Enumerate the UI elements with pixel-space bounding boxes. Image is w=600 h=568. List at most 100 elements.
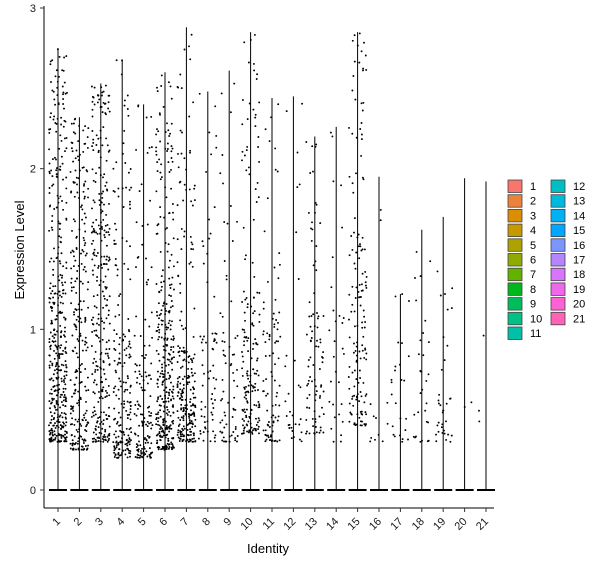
point <box>225 423 228 426</box>
point <box>97 151 100 154</box>
point <box>168 392 171 394</box>
point <box>166 227 168 229</box>
point <box>234 425 237 428</box>
point <box>163 361 166 364</box>
point <box>190 33 193 36</box>
point <box>398 363 401 366</box>
point <box>92 362 95 364</box>
point <box>52 118 55 121</box>
point <box>62 69 65 72</box>
point <box>75 309 78 311</box>
point <box>159 409 162 412</box>
point <box>307 379 310 382</box>
point <box>166 148 169 150</box>
point <box>77 418 80 421</box>
point <box>53 349 55 352</box>
point <box>102 218 105 221</box>
point <box>308 407 311 409</box>
point <box>190 200 193 203</box>
point <box>445 402 448 405</box>
point <box>157 396 160 399</box>
point <box>190 371 193 374</box>
point <box>91 258 94 261</box>
point <box>50 388 53 391</box>
point <box>299 386 302 389</box>
point <box>71 349 74 352</box>
point <box>169 132 172 135</box>
point <box>65 374 68 377</box>
point <box>221 431 224 434</box>
point <box>167 129 170 132</box>
point <box>220 92 223 95</box>
point <box>51 340 54 343</box>
point <box>167 81 170 84</box>
point <box>178 347 181 349</box>
point <box>353 34 356 37</box>
point <box>112 167 115 170</box>
point <box>162 429 164 432</box>
point <box>59 262 62 265</box>
point <box>348 175 351 178</box>
point <box>75 236 78 239</box>
point <box>161 436 164 438</box>
point <box>65 397 67 400</box>
point <box>298 423 301 426</box>
point <box>186 428 189 431</box>
point <box>163 389 166 392</box>
point <box>126 447 129 450</box>
point <box>71 229 73 232</box>
point <box>142 454 145 457</box>
point <box>358 296 360 299</box>
point <box>421 439 423 442</box>
point <box>292 436 295 439</box>
point <box>329 380 332 383</box>
point <box>364 321 367 323</box>
point <box>78 382 81 385</box>
point <box>163 301 166 304</box>
point <box>181 131 183 134</box>
point <box>108 202 110 205</box>
point <box>191 361 194 364</box>
point <box>139 405 142 408</box>
point <box>243 419 246 422</box>
point <box>64 360 67 363</box>
point <box>184 327 187 330</box>
point <box>236 440 238 443</box>
point <box>115 446 118 449</box>
point <box>87 127 90 130</box>
point <box>181 378 184 381</box>
point <box>102 411 105 414</box>
point <box>51 364 54 367</box>
point <box>95 360 97 363</box>
point <box>264 341 267 344</box>
point <box>254 188 257 191</box>
point <box>314 426 317 428</box>
point <box>104 396 107 399</box>
point <box>269 438 272 441</box>
point <box>77 320 80 323</box>
point <box>200 415 203 418</box>
point <box>191 204 194 207</box>
point <box>163 356 166 359</box>
point <box>55 368 58 371</box>
point <box>79 371 82 374</box>
point <box>62 103 65 105</box>
point <box>415 250 418 253</box>
point <box>177 425 180 427</box>
point <box>305 418 308 421</box>
legend-swatch-1 <box>507 179 523 193</box>
point <box>184 404 187 407</box>
point <box>125 409 128 412</box>
point <box>163 348 166 351</box>
point <box>164 397 167 400</box>
point <box>170 358 173 361</box>
point <box>355 345 358 348</box>
point <box>129 411 132 414</box>
point <box>251 390 254 393</box>
point <box>155 423 158 426</box>
point <box>253 69 256 72</box>
point <box>290 426 293 429</box>
point <box>140 375 143 378</box>
point <box>79 280 82 283</box>
point <box>103 236 106 239</box>
